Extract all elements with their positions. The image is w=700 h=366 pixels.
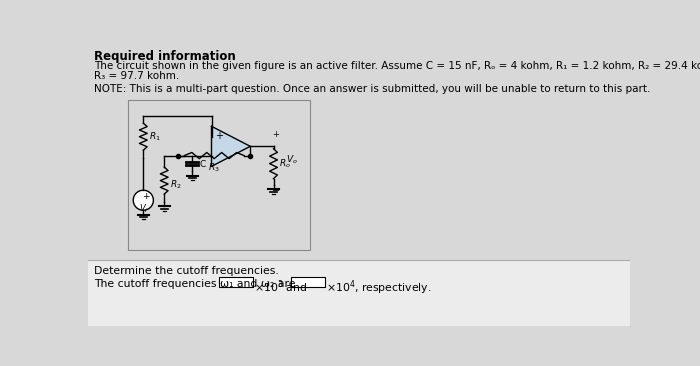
Text: +: + (272, 130, 279, 139)
Text: Determine the cutoff frequencies.: Determine the cutoff frequencies. (94, 266, 279, 276)
Text: $R_o$: $R_o$ (279, 157, 290, 170)
Text: The cutoff frequencies ω₁ and ω₂ are: The cutoff frequencies ω₁ and ω₂ are (94, 279, 295, 289)
Bar (88, 259, 630, 326)
Text: $R_2$: $R_2$ (169, 178, 181, 191)
Bar (128, 100, 310, 250)
Circle shape (133, 190, 153, 210)
Text: $R_3$: $R_3$ (209, 162, 220, 174)
Bar (291, 277, 325, 287)
Text: $\times 10^4$, respectively.: $\times 10^4$, respectively. (326, 279, 432, 297)
Text: $V_i$: $V_i$ (139, 202, 148, 215)
Polygon shape (211, 126, 251, 167)
Text: $R_1$: $R_1$ (148, 130, 160, 143)
Text: $V_o$: $V_o$ (286, 154, 298, 166)
Bar (219, 277, 253, 287)
Text: +: + (216, 131, 223, 141)
Text: The circuit shown in the given figure is an active filter. Assume C = 15 nF, Rₒ : The circuit shown in the given figure is… (94, 61, 700, 71)
Text: $\times 10^3$ and: $\times 10^3$ and (254, 279, 307, 295)
Text: R₃ = 97.7 kohm.: R₃ = 97.7 kohm. (94, 71, 179, 81)
Text: Required information: Required information (94, 50, 235, 63)
Text: +: + (142, 192, 149, 201)
Text: NOTE: This is a multi-part question. Once an answer is submitted, you will be un: NOTE: This is a multi-part question. Onc… (94, 84, 650, 94)
Text: C: C (200, 160, 206, 169)
Bar (88, 44, 630, 259)
Text: −: − (272, 186, 280, 195)
